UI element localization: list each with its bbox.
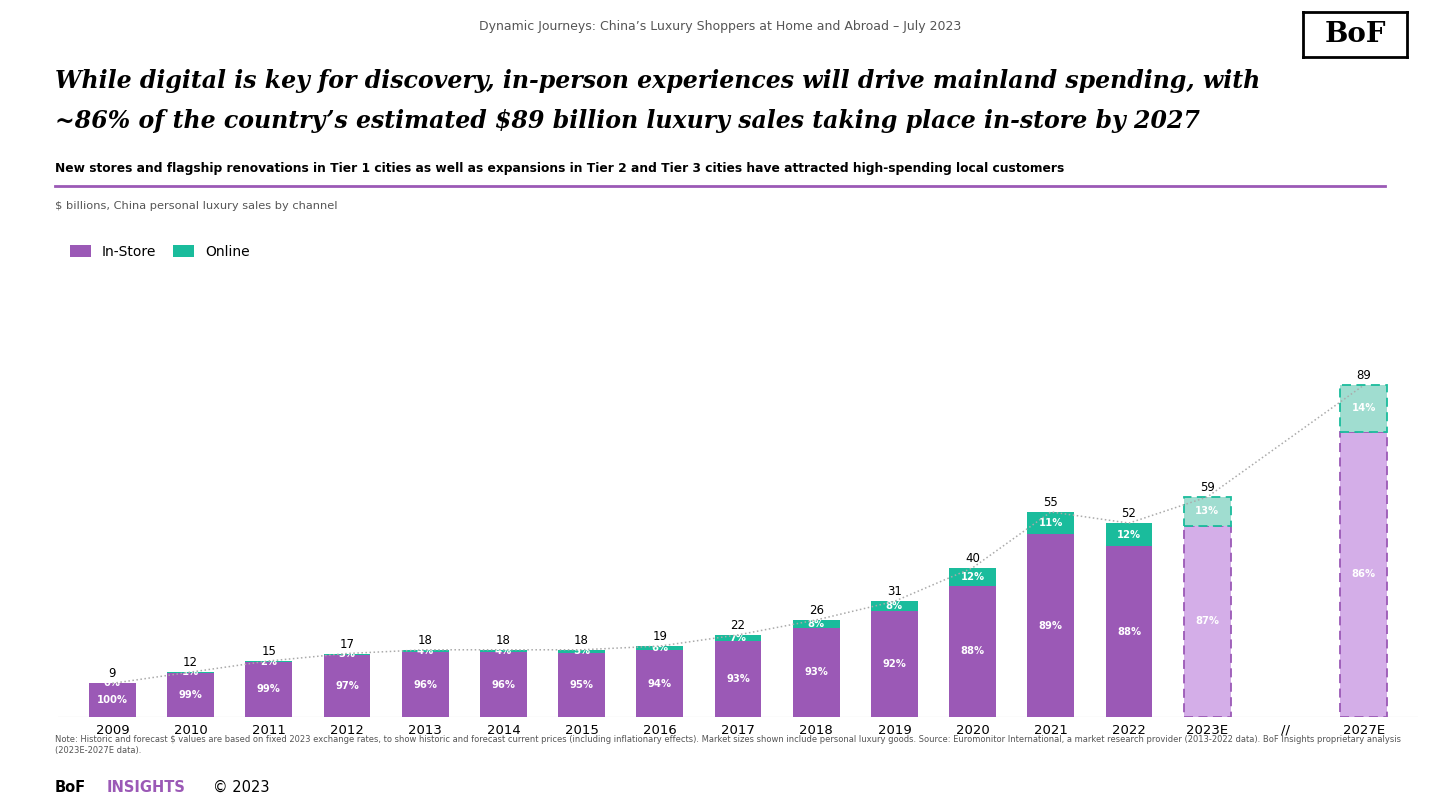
Text: 12%: 12% [960, 572, 985, 582]
Text: New stores and flagship renovations in Tier 1 cities as well as expansions in Ti: New stores and flagship renovations in T… [55, 162, 1064, 175]
Bar [1027, 535, 1074, 717]
Text: 18: 18 [418, 633, 432, 647]
Bar [949, 586, 996, 717]
Bar [793, 628, 840, 717]
Bar [793, 620, 840, 628]
Text: 6%: 6% [651, 643, 668, 653]
Text: 9: 9 [108, 667, 117, 680]
Text: © 2023: © 2023 [213, 780, 269, 795]
Text: 95%: 95% [570, 680, 593, 690]
Bar [1027, 512, 1074, 535]
Bar [324, 654, 370, 655]
Text: 12%: 12% [1117, 530, 1140, 539]
Bar [402, 650, 449, 653]
Text: 88%: 88% [960, 646, 985, 656]
Text: 26: 26 [809, 604, 824, 617]
Bar [636, 650, 683, 717]
Bar [871, 601, 917, 611]
Text: 18: 18 [575, 633, 589, 647]
Text: 100%: 100% [96, 695, 128, 705]
Bar [1341, 386, 1387, 432]
Text: 17: 17 [340, 637, 354, 650]
Bar [714, 641, 762, 717]
Bar [714, 635, 762, 641]
Text: 52: 52 [1122, 507, 1136, 520]
Bar [480, 653, 527, 717]
Text: 18: 18 [495, 633, 511, 647]
Text: 15: 15 [261, 645, 276, 658]
Bar [167, 672, 215, 717]
Text: 89: 89 [1356, 369, 1371, 382]
Text: Dynamic Journeys: China’s Luxury Shoppers at Home and Abroad – July 2023: Dynamic Journeys: China’s Luxury Shopper… [480, 20, 960, 33]
Text: 3%: 3% [338, 650, 356, 659]
Bar [1184, 497, 1231, 526]
Text: 31: 31 [887, 586, 901, 599]
Text: 96%: 96% [413, 680, 438, 689]
Bar [480, 650, 527, 653]
Text: 93%: 93% [726, 674, 750, 684]
Text: 2%: 2% [261, 657, 278, 667]
Bar [245, 661, 292, 662]
Bar [1106, 523, 1152, 547]
Text: 89%: 89% [1038, 620, 1063, 631]
Text: 87%: 87% [1195, 616, 1220, 626]
Text: 22: 22 [730, 619, 746, 632]
Text: 7%: 7% [730, 633, 746, 643]
Text: 19: 19 [652, 630, 667, 643]
Text: 5%: 5% [573, 646, 590, 656]
Bar [949, 568, 996, 586]
Text: 96%: 96% [491, 680, 516, 689]
Bar [245, 662, 292, 717]
Legend: In-Store, Online: In-Store, Online [65, 240, 255, 265]
Text: 4%: 4% [495, 646, 513, 656]
Bar [1184, 526, 1231, 717]
Text: 99%: 99% [179, 690, 203, 700]
Text: BoF: BoF [55, 780, 86, 795]
Text: 4%: 4% [416, 646, 433, 656]
Text: 55: 55 [1044, 496, 1058, 509]
Text: ~86% of the country’s estimated $89 billion luxury sales taking place in-store b: ~86% of the country’s estimated $89 bill… [55, 109, 1200, 134]
Bar [559, 650, 605, 653]
Text: Note: Historic and forecast $ values are based on fixed 2023 exchange rates, to : Note: Historic and forecast $ values are… [55, 735, 1401, 755]
Text: While digital is key for discovery, in-person experiences will drive mainland sp: While digital is key for discovery, in-p… [55, 69, 1260, 93]
Text: 40: 40 [965, 552, 981, 565]
Text: 1%: 1% [181, 667, 199, 677]
Text: 97%: 97% [336, 681, 359, 691]
Text: 93%: 93% [805, 667, 828, 677]
Text: 11%: 11% [1038, 518, 1063, 528]
Text: 0%: 0% [104, 678, 121, 688]
Text: 94%: 94% [648, 679, 672, 688]
Text: 59: 59 [1200, 481, 1215, 494]
Bar [324, 655, 370, 717]
Text: 8%: 8% [808, 619, 825, 629]
Text: 13%: 13% [1195, 506, 1220, 516]
Text: $ billions, China personal luxury sales by channel: $ billions, China personal luxury sales … [55, 201, 337, 211]
Bar [559, 653, 605, 717]
Bar [1341, 432, 1387, 717]
Text: 86%: 86% [1352, 569, 1375, 579]
Text: 88%: 88% [1117, 627, 1140, 637]
Text: 14%: 14% [1352, 403, 1375, 413]
Text: BoF: BoF [1325, 21, 1385, 48]
Text: INSIGHTS: INSIGHTS [107, 780, 186, 795]
Bar [636, 646, 683, 650]
Text: 8%: 8% [886, 601, 903, 611]
Bar [402, 653, 449, 717]
Text: 12: 12 [183, 656, 199, 669]
Bar [1106, 547, 1152, 717]
Bar [89, 684, 135, 717]
Text: 92%: 92% [883, 659, 906, 669]
Text: 99%: 99% [256, 684, 281, 694]
Bar [871, 611, 917, 717]
